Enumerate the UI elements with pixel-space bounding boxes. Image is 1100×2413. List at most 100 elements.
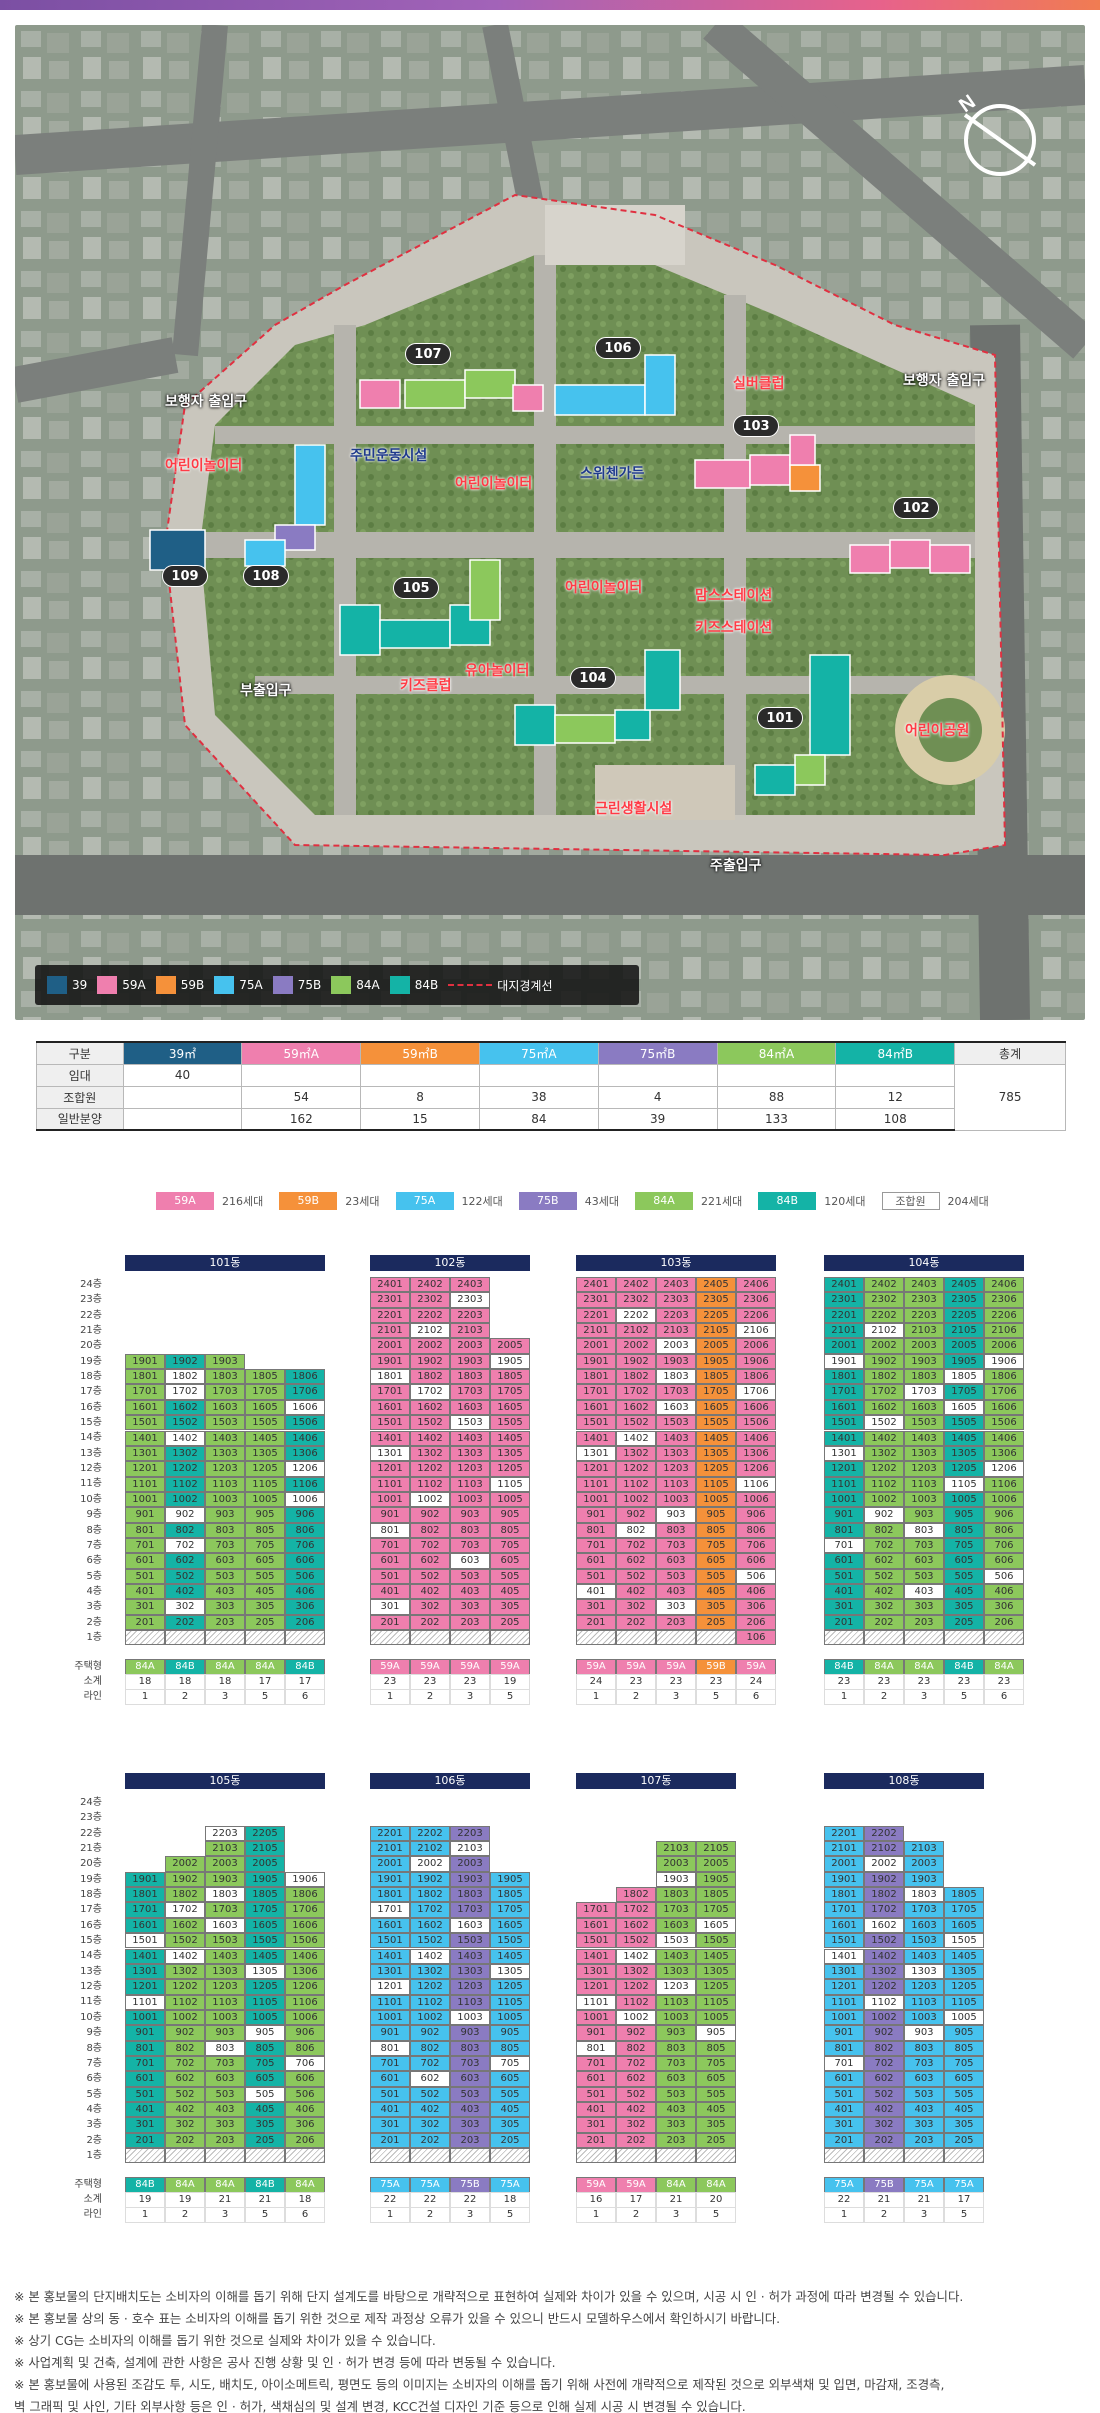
empty-cell xyxy=(490,1277,530,1292)
floor-label: 9층 xyxy=(86,1509,102,1521)
unit-cell: 503 xyxy=(904,1568,944,1584)
unit-cell: 203 xyxy=(656,2132,696,2149)
unit-cell: 2203 xyxy=(904,1307,944,1324)
floor-label: 7층 xyxy=(86,1539,102,1551)
unit-cell: 2405 xyxy=(944,1277,984,1293)
unit-cell: 1301 xyxy=(370,1963,410,1980)
empty-cell xyxy=(205,1277,245,1292)
unit-cell: 401 xyxy=(576,2102,616,2118)
unit-cell: 1002 xyxy=(864,2009,904,2026)
empty-cell xyxy=(165,1277,205,1292)
unit-cell: 805 xyxy=(490,1522,530,1538)
unit-cell: 1001 xyxy=(125,1491,165,1508)
unit-cell: 705 xyxy=(696,2055,736,2072)
legend2-75a-count: 122세대 xyxy=(461,1195,503,1208)
dong-109-tag: 109 xyxy=(162,565,208,587)
empty-cell xyxy=(576,1810,616,1825)
unit-cell: 1101 xyxy=(125,1476,165,1492)
unit-cell: 1602 xyxy=(616,1917,656,1934)
pilotis-cell xyxy=(984,1630,1024,1646)
unit-cell: 1803 xyxy=(656,1887,696,1903)
empty-cell xyxy=(205,1810,245,1825)
summary-row-label: 임대 xyxy=(36,1063,124,1087)
unit-cell: 906 xyxy=(285,2025,325,2041)
unit-cell: 602 xyxy=(165,1553,205,1569)
legend-boundary-line: 대지경계선 xyxy=(448,977,552,994)
empty-cell xyxy=(616,1810,656,1825)
unit-cell: 1202 xyxy=(410,1461,450,1477)
unit-cell: 805 xyxy=(490,2040,530,2056)
unit-cell: 1402 xyxy=(864,1430,904,1446)
unit-cell: 1902 xyxy=(864,1353,904,1370)
unit-cell: 1302 xyxy=(616,1445,656,1462)
map-building-59a xyxy=(789,434,816,466)
unit-cell: 2303 xyxy=(904,1292,944,1308)
unit-cell: 2101 xyxy=(824,1841,864,1857)
unit-cell: 1505 xyxy=(944,1933,984,1949)
unit-cell: 1903 xyxy=(656,1353,696,1370)
empty-cell xyxy=(165,1795,205,1810)
unit-cell: 601 xyxy=(370,1553,410,1569)
summary-cell xyxy=(716,1063,837,1087)
unit-cell: 1002 xyxy=(864,1491,904,1508)
empty-cell xyxy=(696,1795,736,1810)
summary-row-label: 조합원 xyxy=(36,1085,124,1109)
map-building-59a xyxy=(889,539,931,569)
unit-cell: 501 xyxy=(824,1568,864,1584)
empty-cell xyxy=(125,1338,165,1353)
subtotal-cell: 23 xyxy=(824,1674,864,1690)
unit-cell: 2105 xyxy=(245,1841,285,1857)
floor-label: 2층 xyxy=(86,2134,102,2146)
unit-cell: 606 xyxy=(285,1553,325,1569)
unit-cell: 601 xyxy=(370,2071,410,2087)
empty-cell xyxy=(576,1887,616,1902)
unit-cell: 1406 xyxy=(285,1948,325,1964)
unit-cell: 2401 xyxy=(824,1277,864,1293)
pilotis-cell xyxy=(125,1630,165,1646)
unit-cell: 603 xyxy=(656,1553,696,1569)
footer-labels: 주택형 소계 라인 xyxy=(72,1659,102,1704)
unit-cell: 1901 xyxy=(125,1353,165,1370)
pilotis-cell xyxy=(656,2148,696,2164)
subtotal-cell: 23 xyxy=(616,1674,656,1690)
footer-label: 소계 xyxy=(83,1676,102,1688)
empty-cell xyxy=(125,1795,165,1810)
unit-cell: 901 xyxy=(576,1507,616,1523)
unit-cell: 506 xyxy=(285,1568,325,1584)
unit-cell: 1503 xyxy=(205,1415,245,1431)
unit-cell: 503 xyxy=(205,1568,245,1584)
unit-cell: 1405 xyxy=(944,1948,984,1964)
line-number-cell: 1 xyxy=(576,2207,616,2223)
summary-header-59a: 59㎡A xyxy=(241,1041,362,1065)
unit-cell: 401 xyxy=(370,1584,410,1600)
summary-cell: 108 xyxy=(835,1107,956,1131)
unit-cell: 603 xyxy=(205,2071,245,2087)
unit-cell: 2305 xyxy=(944,1292,984,1308)
unit-cell: 1901 xyxy=(125,1871,165,1888)
floor-label: 3층 xyxy=(86,2119,102,2131)
unit-cell: 302 xyxy=(410,2117,450,2133)
kids-playground-3-label: 어린이놀이터 xyxy=(565,580,643,596)
unit-cell: 702 xyxy=(616,1537,656,1554)
map-building-59a xyxy=(749,454,791,486)
empty-cell xyxy=(944,1872,984,1887)
unit-cell: 1802 xyxy=(864,1887,904,1903)
unit-cell: 1505 xyxy=(245,1933,285,1949)
unit-cell: 2205 xyxy=(944,1307,984,1324)
sub-gate-label: 부출입구 xyxy=(240,683,292,699)
unit-cell: 1301 xyxy=(576,1445,616,1462)
unit-cell: 1903 xyxy=(450,1353,490,1370)
empty-cell xyxy=(944,1856,984,1871)
unit-cell: 1802 xyxy=(410,1887,450,1903)
unit-cell: 905 xyxy=(696,1507,736,1523)
unit-cell: 803 xyxy=(450,1522,490,1538)
pilotis-cell xyxy=(864,1630,904,1646)
disclaimer-notes: ※ 본 홍보물의 단지배치도는 소비자의 이해를 돕기 위해 단지 설계도를 바… xyxy=(14,2286,1084,2413)
empty-cell xyxy=(245,1323,285,1338)
unit-cell: 2002 xyxy=(864,1338,904,1354)
unit-cell: 1602 xyxy=(616,1399,656,1416)
unit-cell: 1803 xyxy=(450,1887,490,1903)
summary-header-84b: 84㎡B xyxy=(835,1041,956,1065)
unit-cell: 305 xyxy=(944,1599,984,1615)
unit-cell: 1901 xyxy=(370,1871,410,1888)
